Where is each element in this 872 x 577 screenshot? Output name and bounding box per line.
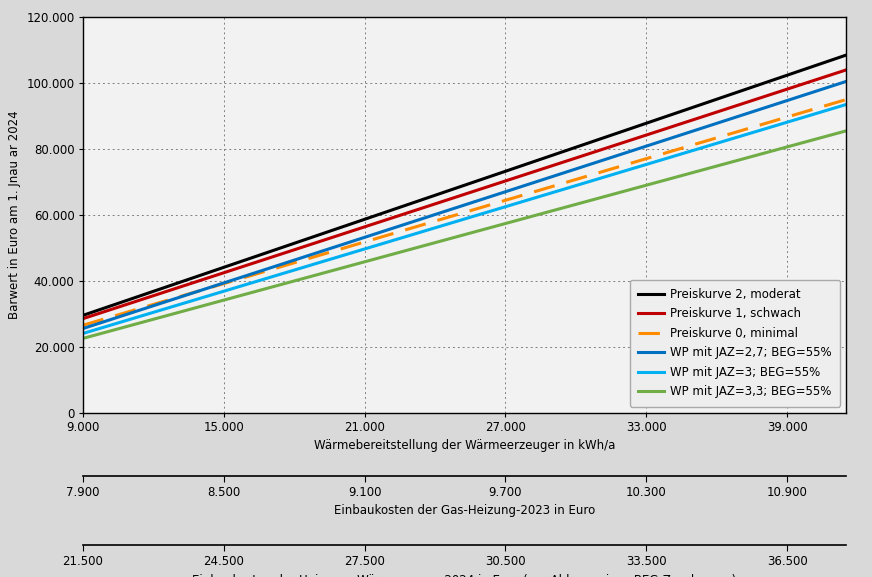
X-axis label: Einbaukosten der Heizungs-Wärmepumpe-2024 in Euro (vor Abbzug eines BEG-Zuschuss: Einbaukosten der Heizungs-Wärmepumpe-202… [193,574,736,577]
X-axis label: Wärmebereitstellung der Wärmeerzeuger in kWh/a: Wärmebereitstellung der Wärmeerzeuger in… [314,440,615,452]
Legend: Preiskurve 2, moderat, Preiskurve 1, schwach, Preiskurve 0, minimal, WP mit JAZ=: Preiskurve 2, moderat, Preiskurve 1, sch… [630,280,840,407]
Y-axis label: Barwert in Euro am 1. Jnau ar 2024: Barwert in Euro am 1. Jnau ar 2024 [8,111,21,319]
X-axis label: Einbaukosten der Gas-Heizung-2023 in Euro: Einbaukosten der Gas-Heizung-2023 in Eur… [334,504,595,518]
